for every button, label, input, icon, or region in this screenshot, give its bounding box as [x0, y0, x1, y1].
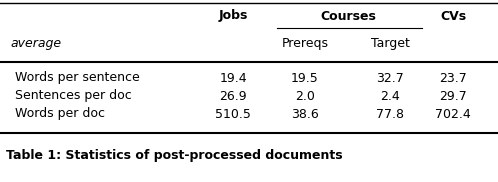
Text: Prereqs: Prereqs: [281, 37, 329, 50]
Text: 510.5: 510.5: [215, 108, 251, 120]
Text: 26.9: 26.9: [219, 90, 247, 102]
Text: Jobs: Jobs: [218, 9, 248, 23]
Text: Target: Target: [371, 37, 409, 50]
Text: 2.0: 2.0: [295, 90, 315, 102]
Text: 19.4: 19.4: [219, 72, 247, 84]
Text: Words per sentence: Words per sentence: [15, 72, 140, 84]
Text: 702.4: 702.4: [435, 108, 471, 120]
Text: 77.8: 77.8: [376, 108, 404, 120]
Text: average: average: [10, 37, 61, 50]
Text: CVs: CVs: [440, 9, 466, 23]
Text: 23.7: 23.7: [439, 72, 467, 84]
Text: Table 1: Statistics of post-processed documents: Table 1: Statistics of post-processed do…: [6, 149, 343, 163]
Text: Words per doc: Words per doc: [15, 108, 105, 120]
Text: 2.4: 2.4: [380, 90, 400, 102]
Text: 32.7: 32.7: [376, 72, 404, 84]
Text: Courses: Courses: [320, 9, 376, 23]
Text: 38.6: 38.6: [291, 108, 319, 120]
Text: Sentences per doc: Sentences per doc: [15, 90, 132, 102]
Text: 19.5: 19.5: [291, 72, 319, 84]
Text: 29.7: 29.7: [439, 90, 467, 102]
